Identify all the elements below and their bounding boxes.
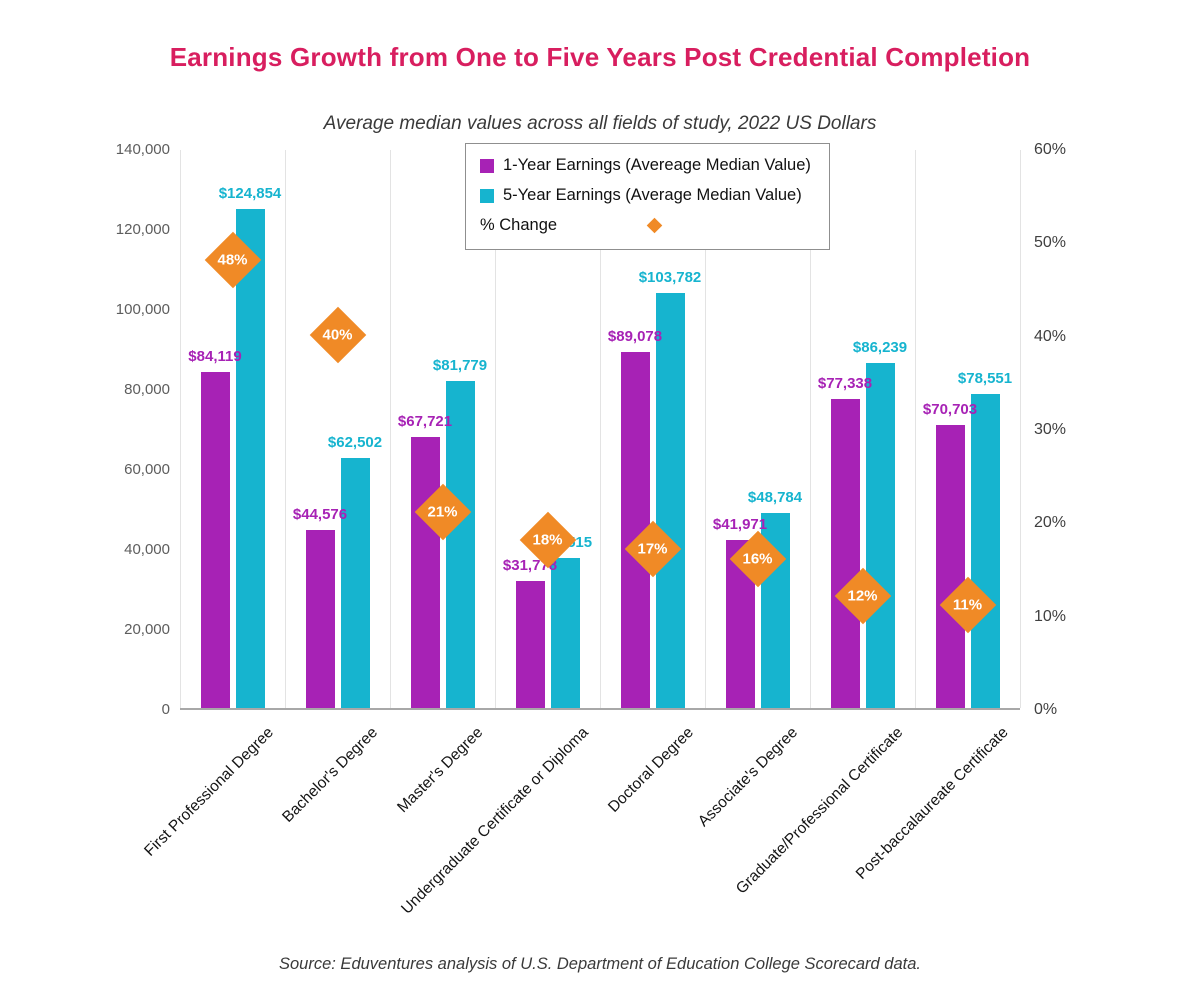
y-axis-tick-right: 10% [1034, 607, 1067, 625]
legend-label: 1-Year Earnings (Avereage Median Value) [503, 156, 811, 174]
gridline-vertical [705, 150, 706, 708]
one-year-bar [935, 425, 965, 708]
one-year-value-label: $84,119 [188, 347, 242, 365]
gridline-vertical [390, 150, 391, 708]
x-axis-label: Doctoral Degree [604, 724, 697, 816]
five-year-value-label: $86,239 [852, 339, 908, 357]
legend-square-icon [480, 188, 494, 203]
one-year-value-label: $67,721 [397, 413, 453, 431]
five-year-value-label: $62,502 [327, 434, 383, 451]
chart-title: Earnings Growth from One to Five Years P… [169, 42, 1031, 72]
one-year-bar [515, 580, 545, 708]
five-year-bar [445, 380, 475, 708]
percent-change-label: 18% [532, 531, 563, 549]
percent-change-marker: 17% [624, 521, 681, 578]
gridline-vertical [495, 150, 496, 708]
one-year-value-label: $41,971 [712, 516, 768, 534]
one-year-value-label: $44,576 [292, 505, 348, 523]
y-axis-tick-left: 60,000 [124, 461, 170, 478]
gridline-vertical [285, 150, 286, 708]
percent-change-label: 40% [322, 326, 353, 344]
chart-subtitle: Average median values across all fields … [323, 113, 877, 134]
legend-row: % Change [480, 216, 811, 235]
legend-row: 5-Year Earnings (Average Median Value) [480, 186, 811, 205]
percent-change-label: 48% [217, 251, 248, 269]
percent-change-marker: 21% [414, 483, 471, 541]
y-axis-tick-left: 140,000 [115, 141, 170, 158]
one-year-bar [410, 437, 440, 708]
gridline-vertical [600, 150, 601, 708]
five-year-value-label: $81,779 [432, 356, 488, 374]
five-year-bar [970, 393, 1000, 708]
one-year-value-label: $89,078 [607, 327, 663, 345]
gridline-vertical [180, 150, 181, 708]
y-axis-tick-left: 20,000 [124, 621, 170, 638]
percent-change-marker: 18% [519, 511, 576, 569]
y-axis-tick-left: 80,000 [124, 381, 170, 398]
gridline-vertical [1020, 150, 1021, 708]
percent-change-marker: 16% [729, 530, 786, 587]
five-year-bar [655, 292, 685, 708]
bar-group: $84,119 $124,854 48% [180, 150, 285, 708]
chart-legend: 1-Year Earnings (Avereage Median Value) 5… [465, 143, 830, 250]
legend-row: 1-Year Earnings (Avereage Median Value) [480, 156, 811, 175]
one-year-bar [200, 371, 230, 708]
bar-group: $77,338 $86,239 12% [810, 150, 915, 708]
five-year-bar [865, 363, 895, 708]
bar-group: $89,078 $103,782 17% [600, 150, 705, 708]
bar-group: $44,576 $62,502 40% [285, 150, 390, 708]
y-axis-tick-right: 40% [1034, 327, 1067, 345]
one-year-bar [830, 398, 860, 708]
one-year-bar [305, 529, 335, 708]
one-year-value-label: $77,338 [817, 374, 873, 392]
y-axis-tick-left: 120,000 [115, 221, 170, 238]
x-axis-label: Master's Degree [394, 724, 487, 817]
x-axis-label: Graduate/Professional Certificate [733, 724, 907, 898]
percent-change-marker: 11% [939, 577, 996, 634]
x-axis-label: First Professional Degree [140, 724, 277, 860]
source-note: Source: Eduventures analysis of U.S. Dep… [278, 955, 922, 973]
percent-change-label: 16% [742, 550, 773, 568]
y-axis-tick-left: 40,000 [124, 541, 170, 558]
y-axis-tick-right: 0% [1034, 701, 1058, 718]
five-year-value-label: $78,551 [957, 369, 1013, 387]
bar-group: $31,778$37,51518% [495, 150, 600, 708]
x-axis-label: Undergraduate Certificate or Diploma [397, 724, 592, 918]
percent-change-label: 11% [952, 596, 983, 614]
legend-label: 5-Year Earnings (Average Median Value) [503, 186, 802, 204]
gridline-vertical [915, 150, 916, 708]
legend-diamond-icon [647, 217, 663, 234]
percent-change-marker: 48% [204, 231, 261, 289]
legend-label: % Change [480, 216, 558, 234]
percent-change-marker: 12% [834, 567, 891, 625]
five-year-bar [235, 208, 265, 708]
legend-square-icon [480, 158, 494, 173]
x-axis-label: Bachelor's Degree [279, 724, 382, 826]
five-year-value-label: $48,784 [747, 488, 803, 506]
one-year-value-label: $70,703 [922, 401, 978, 419]
x-axis-label: Associate's Degree [695, 724, 802, 831]
y-axis-tick-right: 60% [1034, 141, 1067, 158]
y-axis-tick-right: 20% [1034, 514, 1067, 532]
bar-group: $70,703 $78,551 11% [915, 150, 1020, 708]
five-year-value-label: $124,854 [218, 184, 282, 202]
five-year-value-label: $103,782 [638, 268, 702, 286]
y-axis-tick-right: 30% [1034, 421, 1067, 438]
y-axis-tick-left: 100,000 [115, 301, 170, 318]
percent-change-label: 17% [637, 540, 668, 558]
bar-group: $41,971 $48,784 16% [705, 150, 810, 708]
percent-change-label: 21% [427, 503, 458, 521]
five-year-bar [340, 458, 370, 708]
y-axis-tick-right: 50% [1034, 234, 1067, 252]
y-axis-tick-left: 0 [161, 701, 170, 718]
five-year-bar [550, 557, 580, 708]
percent-change-marker: 40% [309, 306, 366, 363]
gridline-vertical [810, 150, 811, 708]
plot-area: $84,119 $124,854 48% $44,576 $62,502 40% $67,7… [180, 150, 1021, 710]
bar-group: $67,721 $81,779 21% [390, 150, 495, 708]
percent-change-label: 12% [847, 587, 878, 605]
